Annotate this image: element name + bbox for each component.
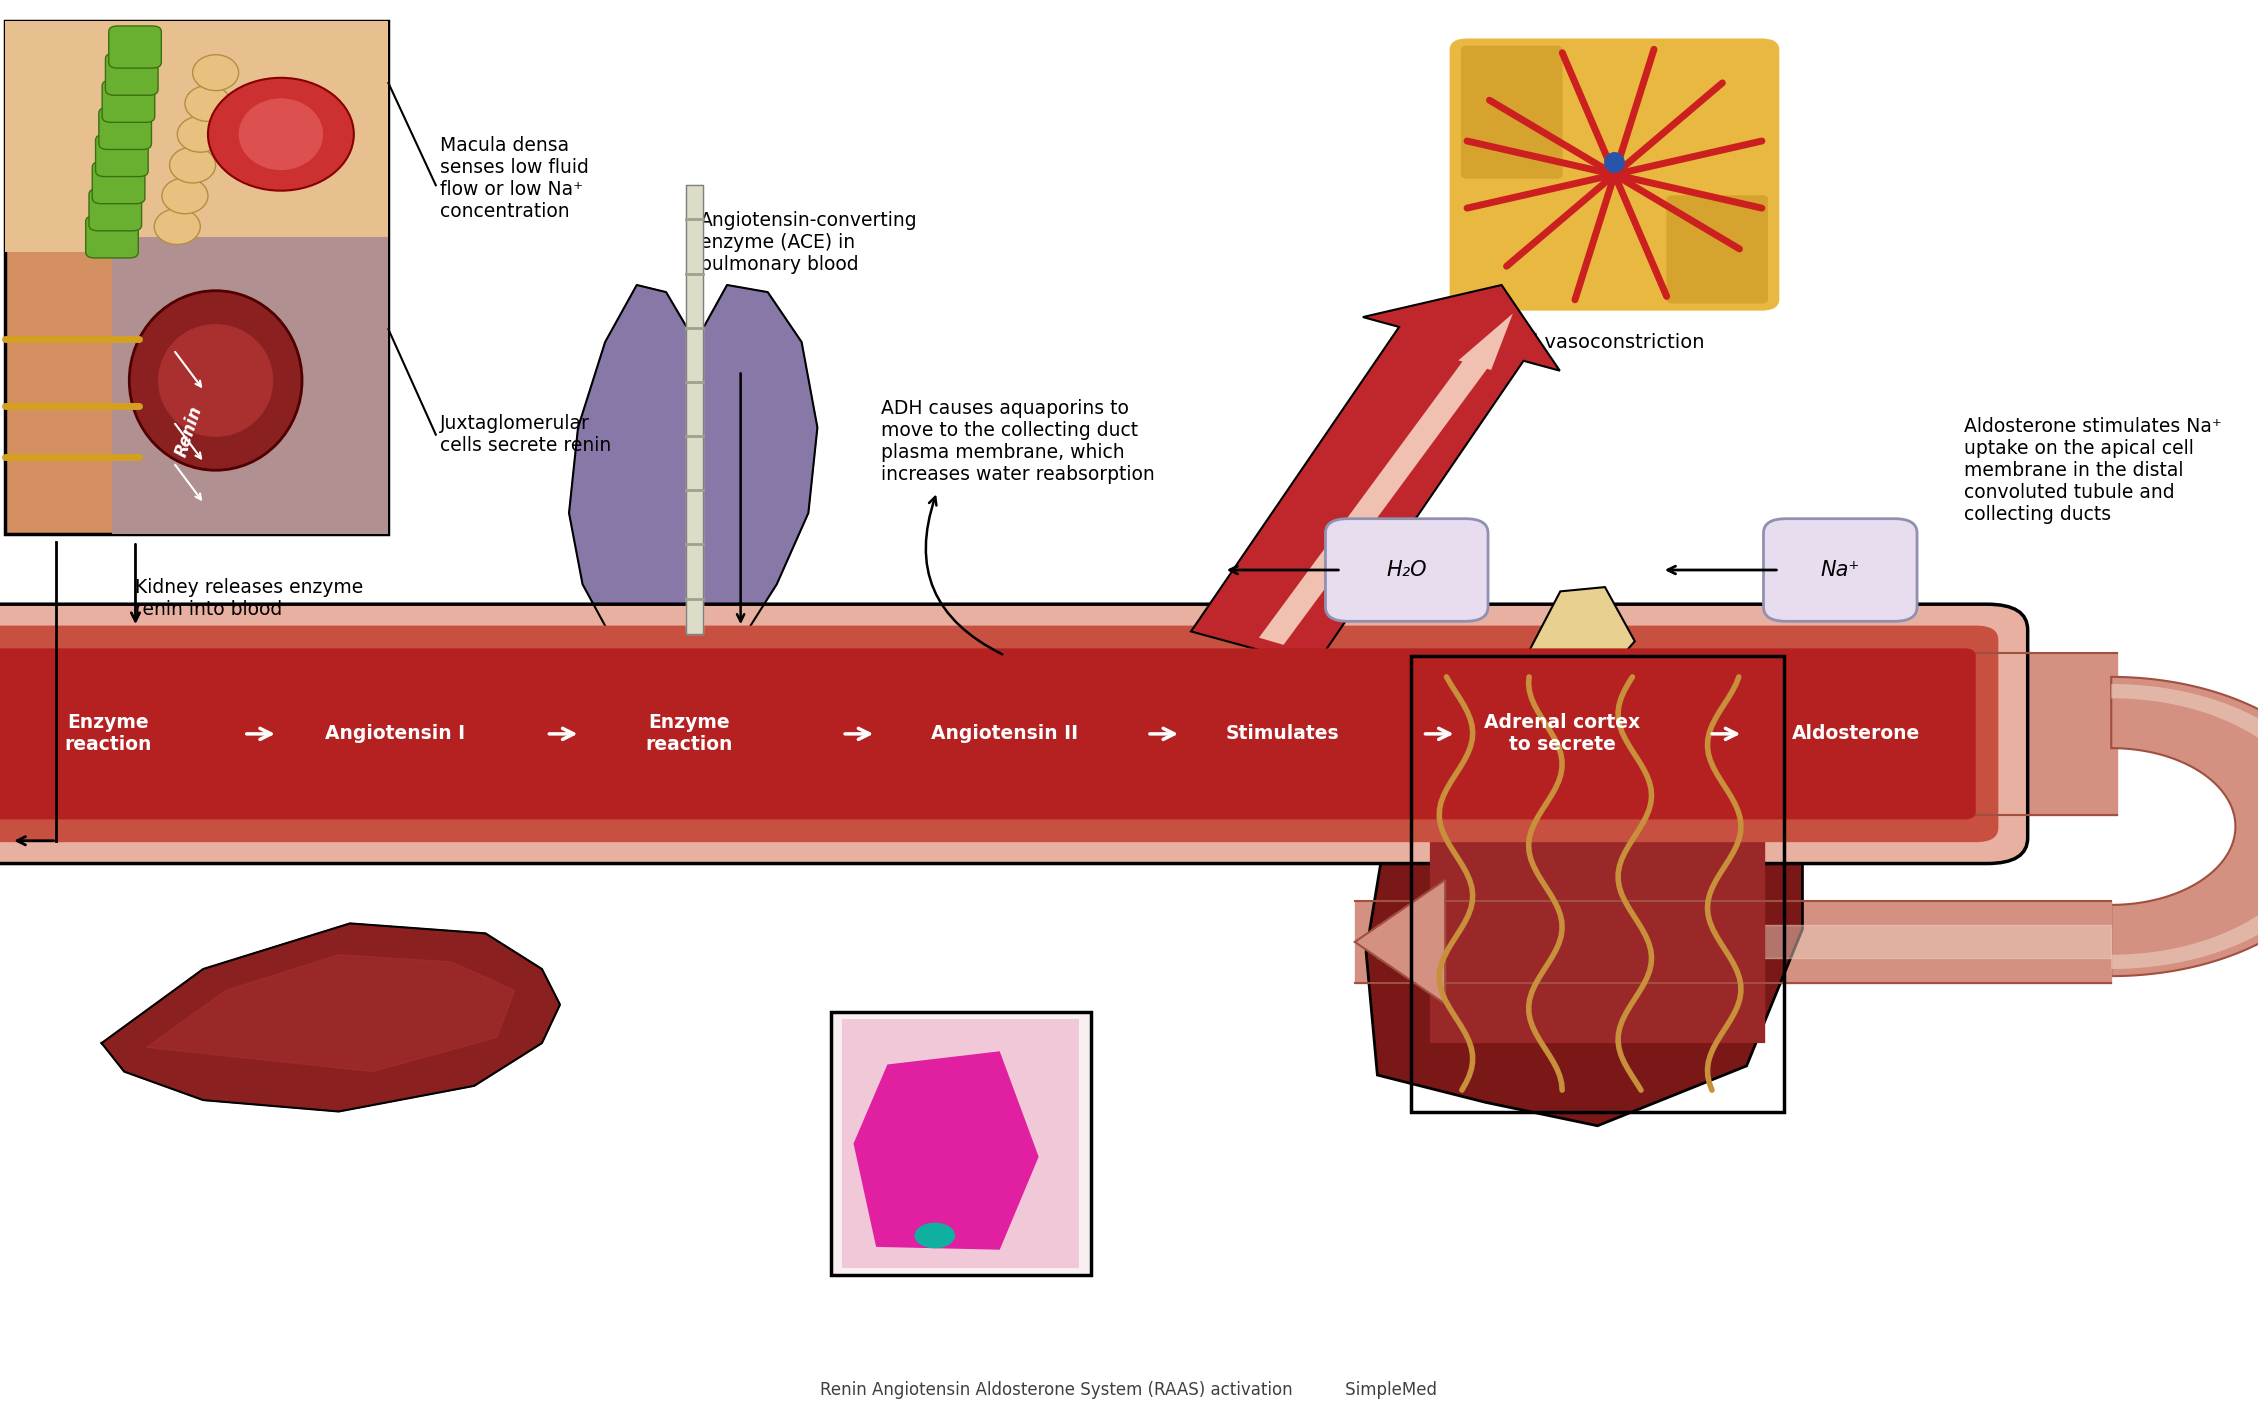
FancyBboxPatch shape [88,188,142,231]
Text: Juxtaglomerular
cells secrete renin: Juxtaglomerular cells secrete renin [440,415,612,455]
FancyBboxPatch shape [1461,46,1563,178]
FancyBboxPatch shape [99,107,151,150]
Polygon shape [695,285,817,634]
FancyBboxPatch shape [1325,519,1488,621]
Polygon shape [1355,881,1445,1003]
FancyBboxPatch shape [1763,519,1917,621]
Ellipse shape [208,78,355,191]
Polygon shape [569,285,695,634]
Text: Widespread vasoconstriction: Widespread vasoconstriction [1423,332,1705,352]
Text: Aldosterone: Aldosterone [1793,724,1919,744]
Text: Na⁺: Na⁺ [1820,560,1861,580]
Text: Adrenal cortex
to secrete: Adrenal cortex to secrete [1484,714,1642,754]
Ellipse shape [178,117,224,152]
FancyBboxPatch shape [108,26,160,68]
Text: Stimulates: Stimulates [1226,724,1339,744]
Ellipse shape [158,323,273,437]
Polygon shape [2111,677,2258,976]
Ellipse shape [185,86,230,121]
Text: Renin Angiotensin Aldosterone System (RAAS) activation          SimpleMed: Renin Angiotensin Aldosterone System (RA… [820,1381,1438,1399]
Text: ADH causes aquaporins to
move to the collecting duct
plasma membrane, which
incr: ADH causes aquaporins to move to the col… [881,399,1154,485]
Ellipse shape [239,98,323,170]
FancyBboxPatch shape [831,1012,1091,1275]
Polygon shape [1190,285,1560,665]
Text: Kidney releases enzyme
renin into blood: Kidney releases enzyme renin into blood [135,579,364,618]
Text: H₂O: H₂O [1386,560,1427,580]
Polygon shape [113,237,388,534]
Polygon shape [1522,587,1635,663]
Text: Macula densa
senses low fluid
flow or low Na⁺
concentration: Macula densa senses low fluid flow or lo… [440,135,589,221]
FancyBboxPatch shape [86,215,138,258]
Text: Angiotensin-converting
enzyme (ACE) in
pulmonary blood: Angiotensin-converting enzyme (ACE) in p… [700,211,917,274]
Polygon shape [1260,314,1513,646]
Polygon shape [2111,684,2258,969]
Polygon shape [1429,701,1766,1043]
FancyBboxPatch shape [0,626,1998,842]
Ellipse shape [129,291,303,470]
Text: Liver releases
angiotensinogen
into blood: Liver releases angiotensinogen into bloo… [90,403,246,466]
FancyBboxPatch shape [0,648,1976,819]
FancyBboxPatch shape [1666,195,1768,304]
Text: Enzyme
reaction: Enzyme reaction [65,714,151,754]
Text: Enzyme
reaction: Enzyme reaction [646,714,732,754]
Text: Angiotensin I: Angiotensin I [325,724,465,744]
Polygon shape [147,955,515,1072]
Ellipse shape [192,54,239,91]
FancyBboxPatch shape [0,604,2028,864]
Polygon shape [5,21,388,252]
Ellipse shape [154,208,201,245]
Polygon shape [1366,633,1802,1126]
Ellipse shape [169,147,217,182]
FancyBboxPatch shape [1450,38,1779,311]
FancyBboxPatch shape [102,80,156,123]
FancyBboxPatch shape [93,161,145,204]
Polygon shape [102,923,560,1112]
Polygon shape [686,185,704,634]
FancyBboxPatch shape [106,53,158,95]
Circle shape [914,1223,955,1248]
FancyBboxPatch shape [95,134,149,177]
Polygon shape [5,21,388,534]
Ellipse shape [163,178,208,214]
Polygon shape [854,1052,1039,1250]
Text: Aldosterone stimulates Na⁺
uptake on the apical cell
membrane in the distal
conv: Aldosterone stimulates Na⁺ uptake on the… [1964,416,2222,524]
Text: Renin: Renin [172,403,205,460]
Polygon shape [842,1019,1079,1268]
Text: Angiotensin II: Angiotensin II [930,724,1079,744]
